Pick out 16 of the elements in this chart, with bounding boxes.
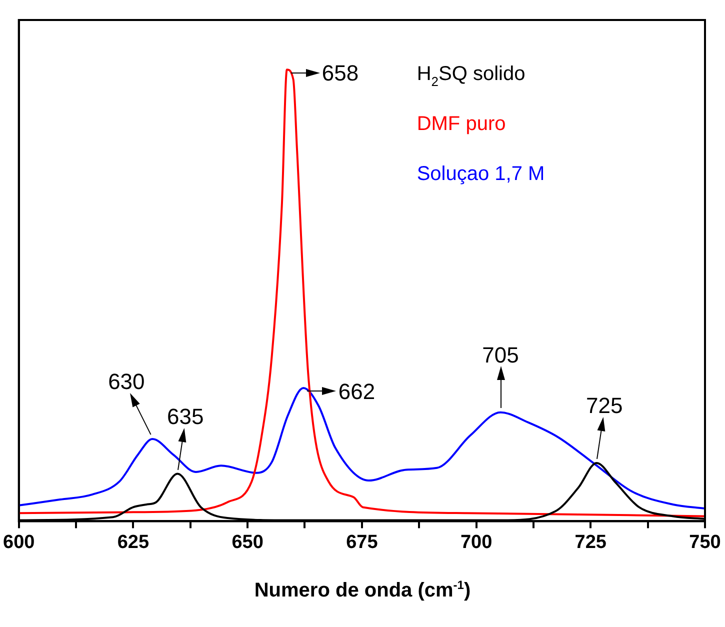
annotation: 635 (167, 404, 204, 429)
annotation: 705 (482, 342, 519, 368)
x-tick-label: 600 (3, 532, 35, 553)
text: Soluçao 1,7 M (416, 163, 545, 186)
annotation: 725 (586, 392, 623, 418)
x-tick-label: 700 (460, 532, 492, 553)
annotation: 662 (338, 379, 376, 404)
x-axis-title: Numero de onda (cm$^{-1}$) (253, 578, 472, 603)
x-tick-label: 625 (117, 532, 150, 553)
x-tick-label: 725 (574, 532, 607, 553)
x-tick-label: 650 (232, 532, 264, 553)
annotation: 630 (108, 369, 145, 394)
annotation: 658 (322, 60, 359, 86)
x-tick-label: 675 (346, 532, 378, 553)
text: DMF puro (416, 113, 506, 136)
x-tick-label: 750 (689, 532, 721, 553)
